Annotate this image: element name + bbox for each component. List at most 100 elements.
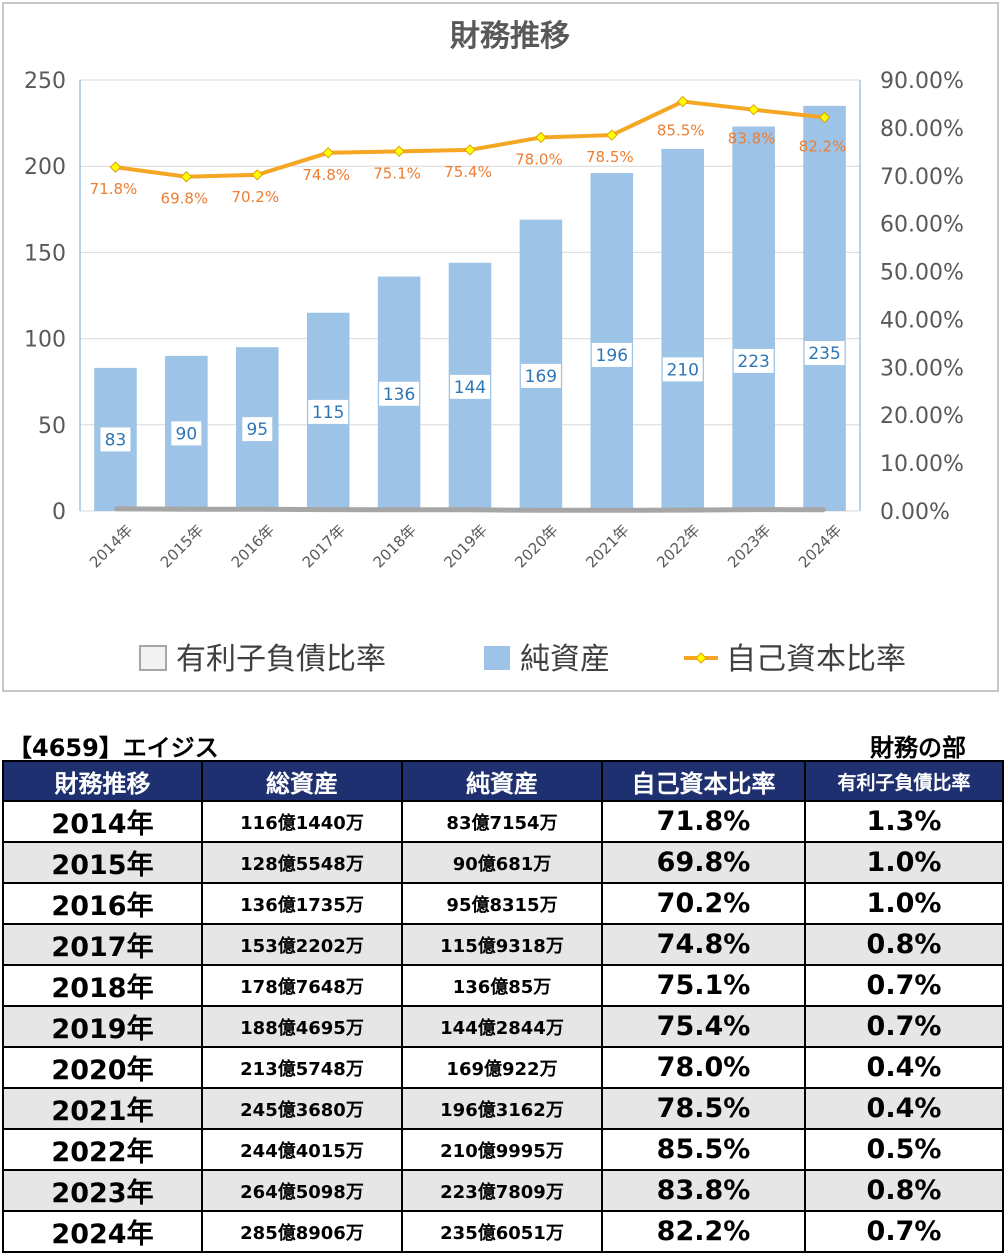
cell-equity-ratio: 78.0% — [601, 1046, 806, 1089]
table-row: 2015年 128億5548万 90億681万 69.8% 1.0% — [2, 841, 1004, 884]
cell-total-assets: 264億5098万 — [201, 1169, 403, 1212]
debt-ratio-point — [468, 508, 472, 512]
debt-ratio-point — [681, 508, 685, 512]
y2-tick-label: 40.00% — [880, 308, 964, 333]
company-name: 【4659】エイジス — [8, 734, 219, 762]
bar-value-label: 235 — [808, 344, 840, 364]
y-tick-label: 0 — [52, 500, 66, 525]
y2-tick-label: 60.00% — [880, 213, 964, 238]
equity-ratio-label: 75.1% — [373, 164, 421, 182]
cell-equity-ratio: 71.8% — [601, 800, 806, 843]
cell-net-assets: 90億681万 — [401, 841, 603, 884]
debt-ratio-point — [397, 508, 401, 512]
bar-value-label: 115 — [312, 403, 344, 423]
cell-equity-ratio: 70.2% — [601, 882, 806, 925]
x-tick-label: 2023年 — [724, 521, 774, 571]
cell-total-assets: 213億5748万 — [201, 1046, 403, 1089]
cell-total-assets: 245億3680万 — [201, 1087, 403, 1130]
table-row: 2020年 213億5748万 169億922万 78.0% 0.4% — [2, 1046, 1004, 1089]
bar-value-label: 136 — [383, 385, 415, 405]
cell-net-assets: 115億9318万 — [401, 923, 603, 966]
cell-equity-ratio: 78.5% — [601, 1087, 806, 1130]
cell-equity-ratio: 83.8% — [601, 1169, 806, 1212]
cell-total-assets: 285億8906万 — [201, 1210, 403, 1253]
section-name: 財務の部 — [870, 734, 966, 762]
x-tick-label: 2022年 — [653, 521, 703, 571]
cell-net-assets: 196億3162万 — [401, 1087, 603, 1130]
equity-ratio-label: 82.2% — [799, 137, 847, 155]
equity-ratio-label: 71.8% — [90, 180, 138, 198]
equity-ratio-point — [606, 129, 618, 141]
cell-net-assets: 169億922万 — [401, 1046, 603, 1089]
equity-ratio-label: 75.4% — [444, 163, 492, 181]
debt-ratio-point — [326, 508, 330, 512]
bar-label-bg — [171, 421, 202, 446]
table-row: 2016年 136億1735万 95億8315万 70.2% 1.0% — [2, 882, 1004, 925]
cell-equity-ratio: 75.4% — [601, 1005, 806, 1048]
bar — [661, 148, 704, 511]
y2-tick-label: 80.00% — [880, 117, 964, 142]
cell-net-assets: 95億8315万 — [401, 882, 603, 925]
cell-debt-ratio: 0.4% — [804, 1046, 1004, 1089]
equity-ratio-label: 78.5% — [586, 148, 634, 166]
cell-total-assets: 136億1735万 — [201, 882, 403, 925]
equity-ratio-point — [818, 111, 831, 124]
chart-svg: 財務推移 0 50 100 150 200 250 0.00% 10.00% 20.00% 30.0… — [24, 19, 964, 677]
legend-marker-equity-ratio — [695, 652, 707, 664]
bar-label-bg — [662, 357, 703, 382]
cell-equity-ratio: 75.1% — [601, 964, 806, 1007]
header-equity-ratio: 自己資本比率 — [601, 760, 806, 802]
equity-ratio-label: 78.0% — [515, 150, 563, 168]
y2-tick-label: 10.00% — [880, 452, 964, 477]
equity-ratio-point — [251, 169, 263, 181]
cell-year: 2024年 — [2, 1210, 203, 1253]
y2-tick-label: 50.00% — [880, 261, 964, 286]
table-row: 2024年 285億8906万 235億6051万 82.2% 0.7% — [2, 1210, 1004, 1253]
cell-total-assets: 153億2202万 — [201, 923, 403, 966]
cell-year: 2015年 — [2, 841, 203, 884]
equity-ratio-label: 85.5% — [657, 122, 705, 140]
bar-value-label: 210 — [667, 360, 699, 380]
table-header-row: 財務推移 総資産 純資産 自己資本比率 有利子負債比率 — [2, 760, 1004, 802]
bar-value-label: 144 — [454, 378, 486, 398]
cell-debt-ratio: 0.7% — [804, 1005, 1004, 1048]
bar-label-bg — [733, 348, 774, 373]
cell-net-assets: 210億9995万 — [401, 1128, 603, 1171]
x-tick-label: 2024年 — [795, 521, 845, 571]
bar — [732, 126, 775, 511]
cell-debt-ratio: 0.7% — [804, 1210, 1004, 1253]
equity-ratio-point — [393, 145, 405, 158]
equity-ratio-point — [535, 131, 547, 144]
bar-label-bg — [591, 342, 632, 367]
x-tick-label: 2021年 — [582, 521, 632, 571]
cell-debt-ratio: 1.3% — [804, 800, 1004, 843]
header-net-assets: 純資産 — [401, 760, 603, 802]
equity-ratio-point — [677, 95, 689, 108]
cell-year: 2014年 — [2, 800, 203, 843]
legend-swatch-debt-ratio — [139, 645, 167, 671]
cell-debt-ratio: 0.8% — [804, 923, 1004, 966]
bar-label-bg — [379, 381, 420, 406]
debt-ratio-point — [610, 508, 614, 512]
y-tick-label: 200 — [24, 155, 66, 180]
cell-year: 2023年 — [2, 1169, 203, 1212]
table-caption-row: 【4659】エイジス 財務の部 — [0, 728, 1004, 762]
x-tick-label: 2020年 — [511, 521, 561, 571]
bar-value-label: 169 — [525, 367, 557, 387]
cell-equity-ratio: 74.8% — [601, 923, 806, 966]
debt-ratio-point — [823, 508, 827, 512]
chart-panel: 財務推移 0 50 100 150 200 250 0.00% 10.00% 20.00% 30.0… — [2, 2, 999, 692]
table-row: 2021年 245億3680万 196億3162万 78.5% 0.4% — [2, 1087, 1004, 1130]
equity-ratio-label: 83.8% — [728, 130, 776, 148]
cell-net-assets: 144億2844万 — [401, 1005, 603, 1048]
equity-ratio-point — [180, 171, 193, 183]
cell-equity-ratio: 85.5% — [601, 1128, 806, 1171]
equity-ratio-label: 70.2% — [231, 188, 279, 206]
debt-ratio-point — [113, 507, 117, 511]
y2-tick-label: 90.00% — [880, 69, 964, 94]
cell-total-assets: 116億1440万 — [201, 800, 403, 843]
cell-debt-ratio: 0.5% — [804, 1128, 1004, 1171]
equity-ratio-label: 74.8% — [302, 166, 350, 184]
cell-debt-ratio: 0.7% — [804, 964, 1004, 1007]
y2-tick-label: 70.00% — [880, 165, 964, 190]
